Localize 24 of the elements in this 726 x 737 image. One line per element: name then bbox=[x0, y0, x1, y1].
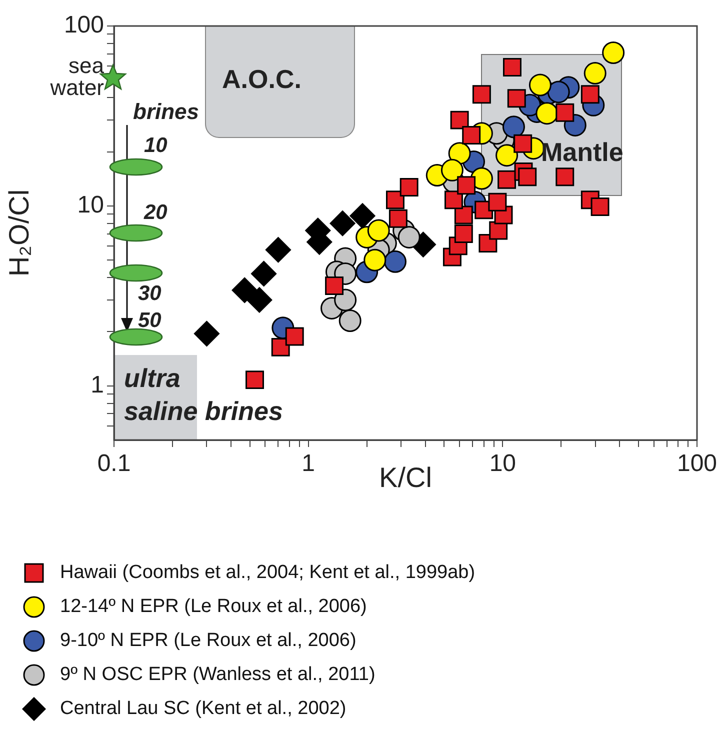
x-tick-label: 0.1 bbox=[97, 450, 131, 478]
y-tick-label: 100 bbox=[64, 12, 104, 39]
annotation: brines bbox=[133, 99, 200, 124]
x-tick-label: 1 bbox=[302, 450, 316, 478]
annotation: Mantle bbox=[541, 137, 624, 167]
legend-label: Central Lau SC (Kent et al., 2002) bbox=[60, 698, 346, 720]
x-tick-label: 100 bbox=[676, 450, 718, 478]
annotation: A.O.C. bbox=[222, 64, 302, 94]
annotation: saline brines bbox=[124, 396, 283, 426]
legend-label: 9-10º N EPR (Le Roux et al., 2006) bbox=[60, 630, 356, 652]
x-tick-label: 10 bbox=[489, 450, 516, 478]
annotation: ultra bbox=[124, 363, 180, 393]
legend-label: Hawaii (Coombs et al., 2004; Kent et al., 1999ab) bbox=[60, 562, 476, 584]
annotation: 20 bbox=[144, 201, 168, 224]
y-tick-label: 10 bbox=[77, 192, 104, 219]
y-tick-label: 1 bbox=[90, 371, 104, 398]
text: sea water bbox=[49, 53, 104, 100]
x-axis-title: K/Cl bbox=[379, 462, 432, 493]
annotation: 50 bbox=[138, 309, 162, 332]
legend-label: 9º N OSC EPR (Wanless et al., 2011) bbox=[60, 664, 376, 686]
y-axis-title: H₂O/Cl bbox=[4, 189, 35, 277]
annotation: 30 bbox=[138, 282, 162, 305]
annotation: 10 bbox=[144, 134, 168, 157]
legend-label: 12-14º N EPR (Le Roux et al., 2006) bbox=[60, 596, 367, 618]
